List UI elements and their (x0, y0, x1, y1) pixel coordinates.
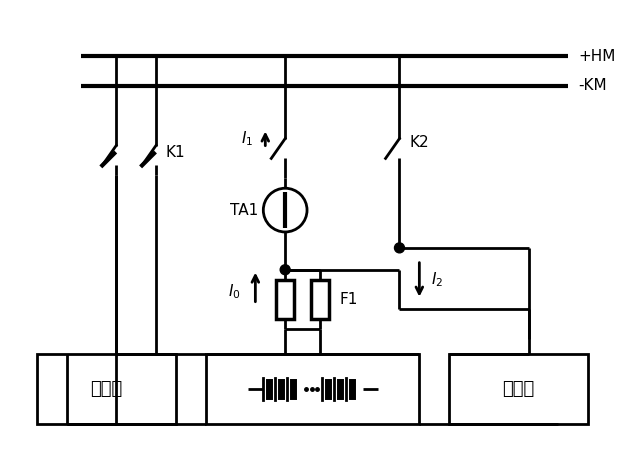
Text: -KM: -KM (578, 79, 607, 94)
Text: F1: F1 (340, 292, 358, 307)
Bar (37, 354, 176, 424)
Text: $I_1$: $I_1$ (241, 129, 253, 148)
Text: 放电仪: 放电仪 (503, 380, 535, 398)
Text: $I_0$: $I_0$ (228, 282, 240, 301)
Bar (277, 280, 294, 320)
Text: +HM: +HM (578, 49, 616, 64)
Circle shape (280, 265, 290, 275)
Text: K1: K1 (166, 145, 186, 160)
Bar (311, 280, 329, 320)
Circle shape (394, 243, 404, 253)
Bar (206, 354, 419, 424)
Text: K2: K2 (409, 135, 429, 150)
Text: 充电机: 充电机 (90, 380, 122, 398)
Text: TA1: TA1 (230, 202, 258, 217)
Bar (449, 354, 588, 424)
Text: $I_2$: $I_2$ (431, 270, 443, 289)
